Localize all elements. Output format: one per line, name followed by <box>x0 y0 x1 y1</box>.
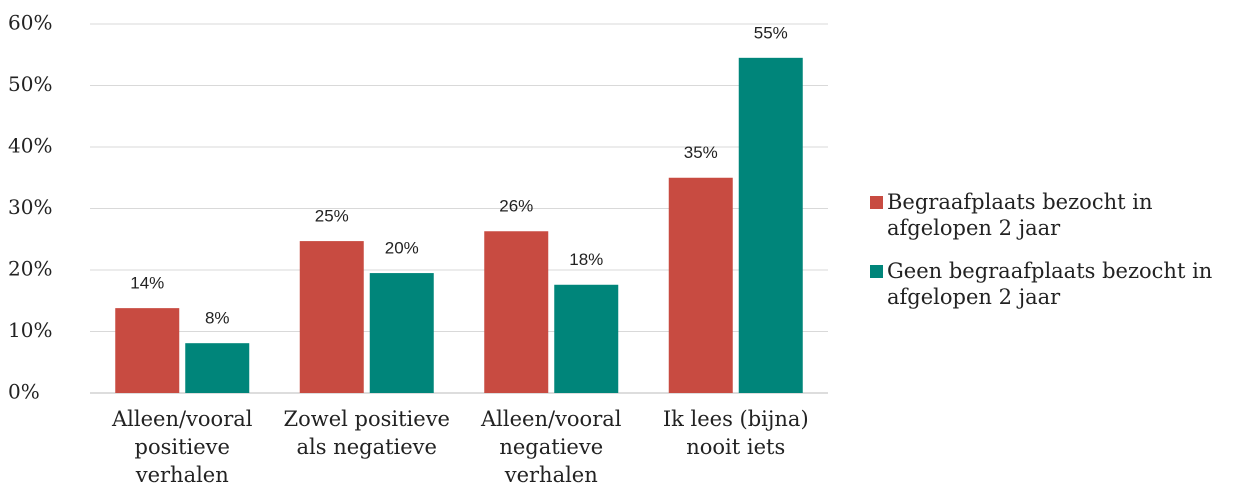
y-tick-label: 30% <box>8 195 52 219</box>
value-label: 25% <box>315 207 349 226</box>
y-tick-label: 50% <box>8 72 52 96</box>
value-label: 14% <box>130 274 164 293</box>
legend-swatch <box>870 265 883 278</box>
value-label: 26% <box>499 197 533 216</box>
value-label: 35% <box>684 143 718 162</box>
x-tick-label: Zowel positieve als negatieve <box>284 407 450 459</box>
bar <box>738 57 803 393</box>
value-label: 8% <box>205 309 230 328</box>
y-tick-label: 10% <box>8 318 52 342</box>
value-label: 55% <box>754 23 788 42</box>
y-tick-label: 20% <box>8 257 52 281</box>
value-label: 18% <box>569 250 603 269</box>
legend-swatch <box>870 196 883 209</box>
y-tick-label: 60% <box>8 11 52 35</box>
bar <box>668 177 733 393</box>
value-label: 20% <box>385 239 419 258</box>
bar <box>115 308 180 393</box>
x-tick-label: Ik lees (bijna) nooit iets <box>663 407 809 459</box>
y-tick-label: 0% <box>8 380 40 404</box>
bar <box>299 241 364 393</box>
bar <box>484 231 549 393</box>
legend-label: Geen begraafplaats bezocht in afgelopen 2… <box>887 259 1212 309</box>
x-tick-label: Alleen/vooral negatieve verhalen <box>480 407 622 487</box>
bar <box>185 343 250 393</box>
legend-label: Begraafplaats bezocht in afgelopen 2 jaar <box>887 190 1152 240</box>
y-tick-label: 40% <box>8 134 52 158</box>
x-tick-label: Alleen/vooral positieve verhalen <box>111 407 253 487</box>
bar <box>369 273 434 393</box>
bar <box>554 284 619 393</box>
